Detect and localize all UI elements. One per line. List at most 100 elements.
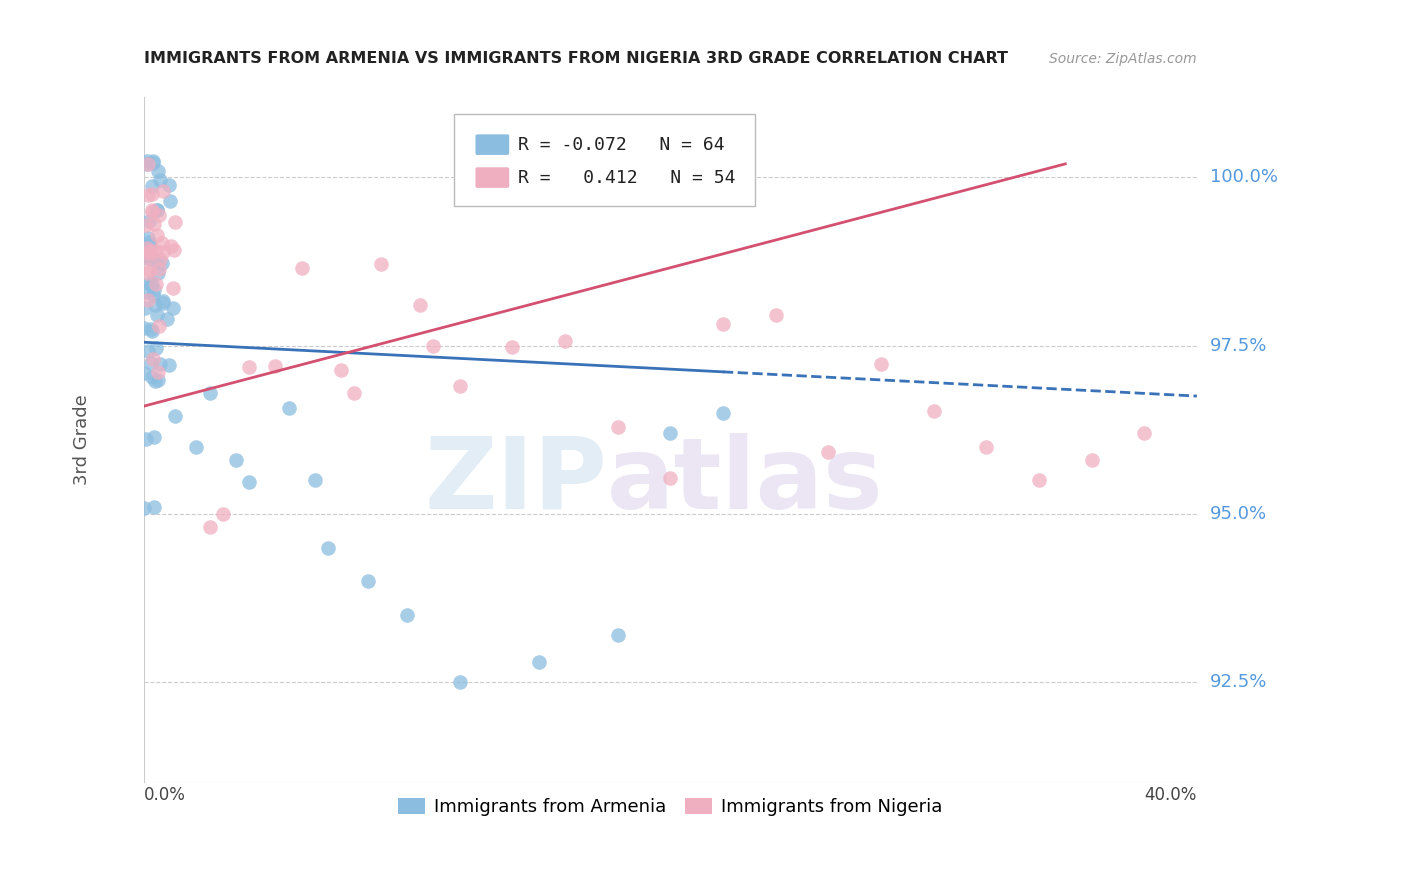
FancyBboxPatch shape (475, 135, 509, 155)
Point (711, 318, 734, 332)
Point (152, 184, 174, 198)
Point (817, 445, 839, 459)
Point (145, 277, 167, 291)
Point (152, 295, 174, 310)
Point (146, 365, 169, 379)
Point (146, 202, 169, 217)
Point (277, 401, 299, 416)
Point (139, 262, 162, 277)
Point (159, 178, 181, 193)
Text: 100.0%: 100.0% (1211, 169, 1278, 186)
Point (142, 430, 165, 444)
Point (141, 204, 163, 219)
Point (139, 252, 162, 266)
Point (659, 426, 682, 441)
Point (152, 245, 174, 260)
Point (157, 358, 180, 372)
Point (134, 501, 156, 516)
Point (149, 357, 172, 371)
Point (143, 374, 166, 388)
Text: IMMIGRANTS FROM ARMENIA VS IMMIGRANTS FROM NIGERIA 3RD GRADE CORRELATION CHART: IMMIGRANTS FROM ARMENIA VS IMMIGRANTS FR… (143, 51, 1008, 66)
Text: 3rd Grade: 3rd Grade (73, 394, 91, 485)
Point (138, 235, 160, 249)
Point (554, 334, 576, 348)
Text: 97.5%: 97.5% (1211, 336, 1267, 355)
Point (136, 285, 159, 299)
Point (922, 404, 945, 418)
Point (134, 249, 156, 263)
Point (343, 385, 366, 400)
Point (141, 277, 163, 291)
Point (135, 218, 157, 232)
Point (139, 357, 162, 371)
Point (316, 541, 339, 555)
Point (395, 607, 418, 622)
Point (134, 320, 156, 334)
Point (765, 309, 787, 323)
Point (150, 235, 173, 250)
Point (136, 266, 159, 280)
Point (136, 293, 159, 307)
Point (606, 628, 628, 642)
Point (501, 340, 523, 354)
Point (198, 520, 221, 534)
Point (409, 298, 432, 312)
Point (1028, 473, 1050, 487)
Text: Source: ZipAtlas.com: Source: ZipAtlas.com (1049, 52, 1197, 66)
Point (1133, 426, 1156, 441)
Point (136, 157, 159, 171)
Point (449, 675, 471, 690)
Point (160, 239, 183, 253)
Point (143, 283, 166, 297)
Point (143, 298, 166, 312)
Point (141, 186, 163, 201)
Point (143, 217, 166, 231)
Point (211, 507, 233, 521)
Point (330, 363, 353, 377)
Point (150, 256, 173, 270)
Point (148, 261, 170, 276)
Point (870, 357, 893, 371)
FancyBboxPatch shape (475, 168, 509, 188)
Point (163, 243, 186, 257)
Point (134, 366, 156, 380)
Point (139, 244, 162, 259)
Point (134, 301, 156, 316)
Point (370, 257, 392, 271)
Point (135, 432, 157, 446)
Text: 92.5%: 92.5% (1211, 673, 1267, 691)
Point (238, 475, 260, 490)
Point (142, 351, 165, 366)
Point (138, 245, 160, 260)
Text: ZIP: ZIP (425, 433, 607, 530)
Point (135, 157, 157, 171)
Point (449, 378, 471, 392)
Text: 40.0%: 40.0% (1144, 787, 1197, 805)
Text: atlas: atlas (607, 433, 884, 530)
Point (225, 453, 247, 467)
Point (162, 281, 184, 295)
Point (141, 324, 163, 338)
Point (149, 173, 172, 187)
Point (138, 276, 160, 290)
Point (198, 385, 221, 400)
Point (159, 194, 181, 209)
Point (304, 473, 326, 487)
Point (138, 238, 160, 252)
Point (141, 179, 163, 194)
Point (146, 308, 169, 322)
Text: 95.0%: 95.0% (1211, 505, 1267, 523)
Point (152, 294, 174, 309)
Point (186, 440, 208, 454)
Legend: Immigrants from Armenia, Immigrants from Nigeria: Immigrants from Armenia, Immigrants from… (391, 790, 949, 823)
FancyBboxPatch shape (454, 114, 755, 206)
Point (136, 343, 159, 358)
Point (136, 187, 159, 202)
Point (141, 202, 163, 217)
Point (139, 277, 162, 292)
Point (146, 373, 169, 387)
Point (606, 420, 628, 434)
Point (142, 287, 165, 301)
Point (148, 319, 170, 334)
Point (139, 322, 162, 336)
